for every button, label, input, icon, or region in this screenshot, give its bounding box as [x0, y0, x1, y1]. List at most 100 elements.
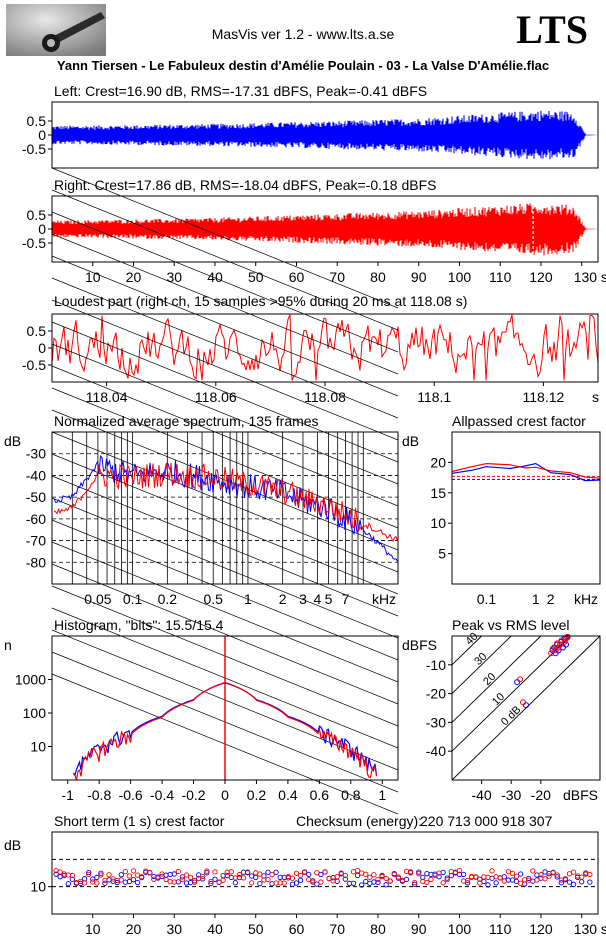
slope-line — [51, 519, 399, 661]
crest-point — [69, 872, 76, 879]
y-tick-label: 15 — [430, 485, 446, 501]
crest-point — [196, 875, 202, 882]
crest-point — [204, 870, 210, 876]
y-tick-label: 20 — [430, 454, 446, 470]
crest-point — [293, 880, 300, 886]
crest-point — [232, 875, 239, 881]
x-tick-label: 7 — [342, 591, 350, 607]
x-tick-label: 80 — [370, 921, 386, 937]
crest-point — [314, 881, 320, 887]
crest-point — [236, 871, 243, 878]
crest-point — [200, 873, 206, 880]
plot-title: Allpassed crest factor — [452, 413, 586, 429]
y-tick-label: -0.5 — [22, 235, 46, 251]
crest-point — [114, 879, 120, 886]
crest-point — [354, 867, 361, 874]
crest-diagonal — [451, 635, 571, 752]
crest-point — [244, 869, 251, 875]
y-tick-label: -30 — [26, 446, 46, 462]
crest-point — [265, 869, 271, 875]
y-tick-label: 100 — [23, 705, 47, 721]
crest-point — [126, 873, 133, 879]
crest-point — [179, 876, 186, 882]
crest-point — [326, 875, 332, 882]
crest-point — [509, 870, 516, 877]
x-tick-label: 80 — [370, 269, 386, 285]
crest-point — [411, 879, 418, 886]
crest-point — [281, 880, 287, 886]
x-tick-label: 10 — [85, 921, 101, 937]
crest-point — [517, 880, 524, 886]
x-tick-label: 50 — [248, 921, 264, 937]
crest-point — [98, 872, 104, 878]
x-tick-label: 20 — [126, 921, 142, 937]
scatter-point — [555, 644, 562, 651]
crest-point — [513, 873, 520, 879]
crest-point — [306, 871, 312, 878]
x-tick-label: 2 — [547, 591, 555, 607]
y-tick-label: -50 — [26, 489, 46, 505]
scatter-point — [562, 641, 569, 648]
crest-point — [171, 879, 177, 885]
crest-point — [265, 876, 271, 883]
crest-point — [558, 880, 564, 886]
track-title: Yann Tiersen - Le Fabuleux destin d'Amél… — [56, 58, 550, 73]
plot-frame — [51, 313, 599, 383]
x-tick-label: 0.2 — [158, 591, 178, 607]
x-tick-label: 0.05 — [84, 591, 111, 607]
x-tick-label: 1 — [244, 591, 252, 607]
slope-line — [51, 255, 399, 397]
x-tick-label: 120 — [529, 269, 553, 285]
x-tick-label: 118.12 — [523, 389, 565, 405]
crest-point — [249, 880, 255, 886]
crest-point — [562, 876, 569, 882]
crest-point — [57, 869, 63, 875]
crest-point — [122, 868, 128, 875]
plot-title: Loudest part (right ch, 15 samples >95% … — [54, 293, 467, 309]
crest-diagonal — [451, 635, 542, 723]
crest-point — [579, 879, 585, 885]
x-tick-label: 70 — [329, 921, 345, 937]
crest-point — [542, 876, 548, 882]
slope-line — [51, 189, 399, 331]
plot-frame — [51, 195, 599, 263]
crest-point — [338, 870, 344, 876]
slope-line — [51, 541, 399, 683]
crest-point — [334, 874, 340, 880]
crest-point — [130, 877, 137, 883]
y-axis-label: dB — [4, 837, 21, 853]
plot-frame — [51, 831, 599, 915]
slope-line — [51, 343, 399, 485]
x-tick-label: 110 — [489, 921, 512, 937]
crest-point — [240, 875, 247, 881]
x-tick-label: 100 — [448, 269, 472, 285]
slope-line — [51, 563, 399, 705]
logo-photo — [6, 4, 106, 56]
x-tick-label: 40 — [207, 921, 223, 937]
crest-point — [534, 877, 540, 883]
crest-point — [407, 870, 414, 876]
crest-point — [159, 871, 165, 877]
left-waveform: Left: Crest=16.90 dB, RMS=-17.31 dBFS, P… — [22, 83, 597, 160]
spectrum-right — [53, 462, 398, 543]
plot-title: Peak vs RMS level — [452, 617, 569, 633]
crest-point — [187, 874, 194, 881]
crest-point — [346, 880, 353, 886]
crest-point — [102, 877, 108, 884]
right-waveform: Right: Crest=17.86 dB, RMS=-18.04 dBFS, … — [22, 177, 606, 285]
y-tick-label: 0 — [38, 127, 46, 143]
slope-line — [51, 431, 399, 573]
y-tick-label: 5 — [438, 546, 446, 562]
crest-point — [253, 874, 259, 881]
crest-point — [138, 874, 145, 880]
header: MasVis ver 1.2 - www.lts.a.se LTS Yann T… — [0, 0, 606, 78]
crest-point — [359, 882, 365, 888]
x-tick-label: 0.6 — [310, 787, 330, 803]
crest-point — [314, 870, 320, 876]
x-tick-label: 60 — [289, 269, 305, 285]
x-tick-label: 50 — [248, 269, 264, 285]
loudest-part: Loudest part (right ch, 15 samples >95% … — [22, 293, 599, 405]
x-tick-label: 100 — [448, 921, 472, 937]
x-tick-label: 5 — [325, 591, 333, 607]
